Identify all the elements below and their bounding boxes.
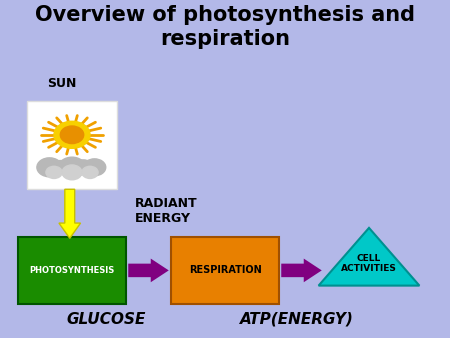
Circle shape: [52, 161, 70, 174]
Circle shape: [54, 121, 90, 148]
Text: GLUCOSE: GLUCOSE: [66, 312, 145, 327]
Circle shape: [58, 157, 86, 177]
Text: RESPIRATION: RESPIRATION: [189, 265, 261, 275]
Text: SUN: SUN: [47, 77, 76, 90]
Circle shape: [60, 126, 84, 144]
Text: CELL
ACTIVITIES: CELL ACTIVITIES: [341, 254, 397, 273]
Circle shape: [37, 158, 62, 177]
Text: PHOTOSYNTHESIS: PHOTOSYNTHESIS: [29, 266, 115, 275]
Circle shape: [83, 159, 106, 176]
FancyBboxPatch shape: [27, 101, 117, 189]
Circle shape: [46, 166, 62, 178]
FancyArrow shape: [59, 189, 81, 238]
Polygon shape: [319, 228, 419, 286]
Text: ATP(ENERGY): ATP(ENERGY): [240, 312, 354, 327]
FancyArrow shape: [128, 259, 169, 282]
FancyArrow shape: [281, 259, 322, 282]
Circle shape: [82, 166, 98, 178]
Text: Overview of photosynthesis and
respiration: Overview of photosynthesis and respirati…: [35, 5, 415, 49]
FancyBboxPatch shape: [171, 237, 279, 304]
Text: RADIANT
ENERGY: RADIANT ENERGY: [135, 197, 198, 225]
FancyBboxPatch shape: [18, 237, 126, 304]
Circle shape: [62, 165, 82, 180]
Circle shape: [73, 160, 93, 175]
